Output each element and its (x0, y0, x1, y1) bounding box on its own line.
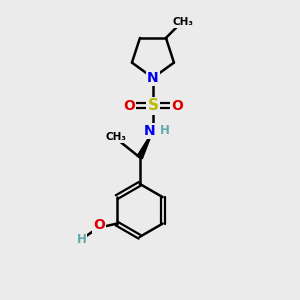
Text: H: H (160, 124, 170, 137)
Text: O: O (123, 99, 135, 113)
Text: H: H (76, 233, 86, 246)
Text: CH₃: CH₃ (173, 17, 194, 27)
Text: N: N (147, 71, 159, 85)
Text: CH₃: CH₃ (106, 132, 127, 142)
Text: O: O (171, 99, 183, 113)
Text: N: N (144, 124, 155, 138)
Polygon shape (137, 131, 153, 159)
Text: S: S (147, 98, 158, 113)
Text: O: O (93, 218, 105, 232)
